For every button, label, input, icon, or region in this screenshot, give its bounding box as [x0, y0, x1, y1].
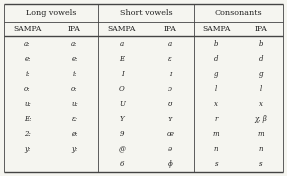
Text: aː: aː: [71, 40, 78, 48]
Text: uː: uː: [71, 100, 78, 108]
Text: ʏ: ʏ: [168, 115, 172, 123]
Text: SAMPA: SAMPA: [202, 25, 230, 33]
Text: g: g: [214, 70, 218, 78]
Text: s: s: [259, 161, 263, 168]
Text: u:: u:: [24, 100, 31, 108]
Text: I: I: [121, 70, 123, 78]
Text: x: x: [214, 100, 218, 108]
Text: d: d: [259, 55, 263, 63]
Text: m: m: [213, 130, 220, 138]
Text: oː: oː: [71, 85, 78, 93]
Text: s: s: [214, 161, 218, 168]
Text: o:: o:: [24, 85, 31, 93]
Text: a: a: [120, 40, 124, 48]
Text: n: n: [259, 145, 263, 153]
Text: a:: a:: [24, 40, 31, 48]
Text: l: l: [215, 85, 217, 93]
Text: U: U: [119, 100, 125, 108]
Text: r: r: [215, 115, 218, 123]
Text: øː: øː: [71, 130, 78, 138]
Text: IPA: IPA: [164, 25, 177, 33]
Text: 9: 9: [120, 130, 124, 138]
Text: Long vowels: Long vowels: [26, 9, 76, 17]
Text: ɡ: ɡ: [259, 70, 263, 78]
Text: E: E: [119, 55, 125, 63]
Text: IPA: IPA: [68, 25, 81, 33]
Text: y:: y:: [24, 145, 31, 153]
Text: ε: ε: [168, 55, 172, 63]
Text: b: b: [259, 40, 263, 48]
Text: ɪ: ɪ: [169, 70, 171, 78]
Text: SAMPA: SAMPA: [108, 25, 136, 33]
Text: ɔ: ɔ: [168, 85, 172, 93]
Text: e:: e:: [24, 55, 31, 63]
Text: b: b: [214, 40, 218, 48]
Text: ə: ə: [168, 145, 172, 153]
Text: SAMPA: SAMPA: [13, 25, 42, 33]
Text: χ, β: χ, β: [254, 115, 267, 123]
Text: Consonants: Consonants: [215, 9, 262, 17]
Text: i:: i:: [25, 70, 30, 78]
Text: a: a: [168, 40, 172, 48]
Text: Y: Y: [120, 115, 124, 123]
Text: eː: eː: [71, 55, 78, 63]
Text: d: d: [214, 55, 218, 63]
Text: ɸ: ɸ: [168, 161, 172, 168]
Text: n: n: [214, 145, 218, 153]
Text: O: O: [119, 85, 125, 93]
Text: yː: yː: [71, 145, 78, 153]
Text: 6: 6: [120, 161, 124, 168]
Text: @: @: [119, 145, 125, 153]
Text: 2:: 2:: [24, 130, 31, 138]
Text: l: l: [260, 85, 262, 93]
Text: εː: εː: [71, 115, 77, 123]
Text: ʊ: ʊ: [168, 100, 172, 108]
Text: Short vowels: Short vowels: [120, 9, 172, 17]
Text: x: x: [259, 100, 263, 108]
Text: m: m: [257, 130, 264, 138]
Text: IPA: IPA: [254, 25, 267, 33]
Text: E:: E:: [24, 115, 31, 123]
Text: iː: iː: [72, 70, 77, 78]
Text: œ: œ: [166, 130, 173, 138]
